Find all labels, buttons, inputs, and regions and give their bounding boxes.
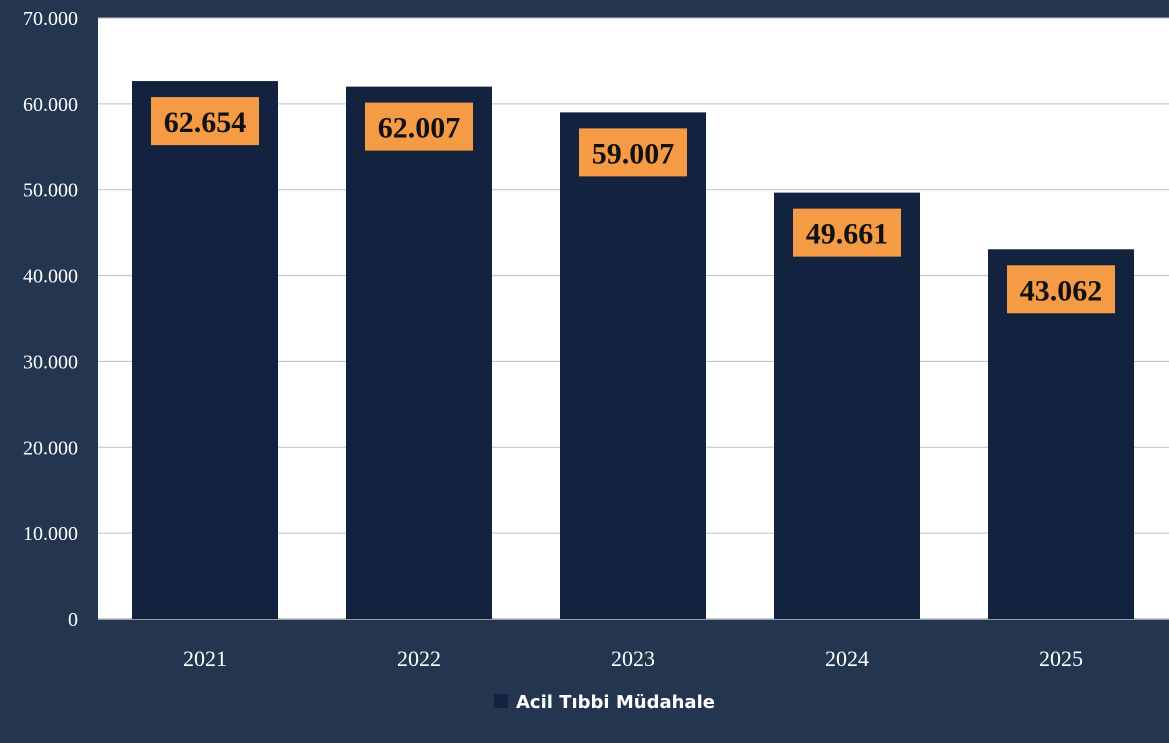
data-labels: 62.654 62.007 59.007 49.661 43.062 <box>151 97 1115 314</box>
x-tick-label: 2021 <box>183 646 227 671</box>
x-tick-label: 2025 <box>1039 646 1083 671</box>
y-tick-label: 60.000 <box>23 94 78 116</box>
y-axis-ticks: 0 10.000 20.000 30.000 40.000 50.000 60.000 70.… <box>23 8 78 631</box>
y-tick-label: 0 <box>68 609 78 631</box>
y-tick-label: 20.000 <box>23 437 78 459</box>
x-tick-label: 2024 <box>825 646 869 671</box>
bar <box>346 86 492 620</box>
x-tick-label: 2022 <box>397 646 441 671</box>
data-label-box <box>793 208 901 257</box>
data-label-box <box>579 128 687 177</box>
data-label: 59.007 <box>592 137 675 170</box>
x-axis-ticks: 2021 2022 2023 2024 2025 <box>183 646 1083 671</box>
y-tick-label: 70.000 <box>23 8 78 30</box>
legend: Acil Tıbbi Müdahale <box>494 692 715 713</box>
bar <box>560 112 706 620</box>
data-label: 43.062 <box>1020 274 1103 307</box>
y-tick-label: 30.000 <box>23 351 78 373</box>
x-tick-label: 2023 <box>611 646 655 671</box>
bar <box>774 192 920 619</box>
bar <box>132 81 278 619</box>
legend-label: Acil Tıbbi Müdahale <box>516 692 715 713</box>
y-tick-label: 40.000 <box>23 266 78 288</box>
y-tick-label: 10.000 <box>23 523 78 545</box>
data-label: 49.661 <box>806 218 889 251</box>
data-label: 62.007 <box>378 112 461 145</box>
data-label-box <box>1007 265 1115 314</box>
data-label-box <box>151 97 259 146</box>
legend-swatch <box>494 694 508 708</box>
data-label: 62.654 <box>164 106 247 139</box>
data-label-box <box>365 102 473 151</box>
y-tick-label: 50.000 <box>23 180 78 202</box>
